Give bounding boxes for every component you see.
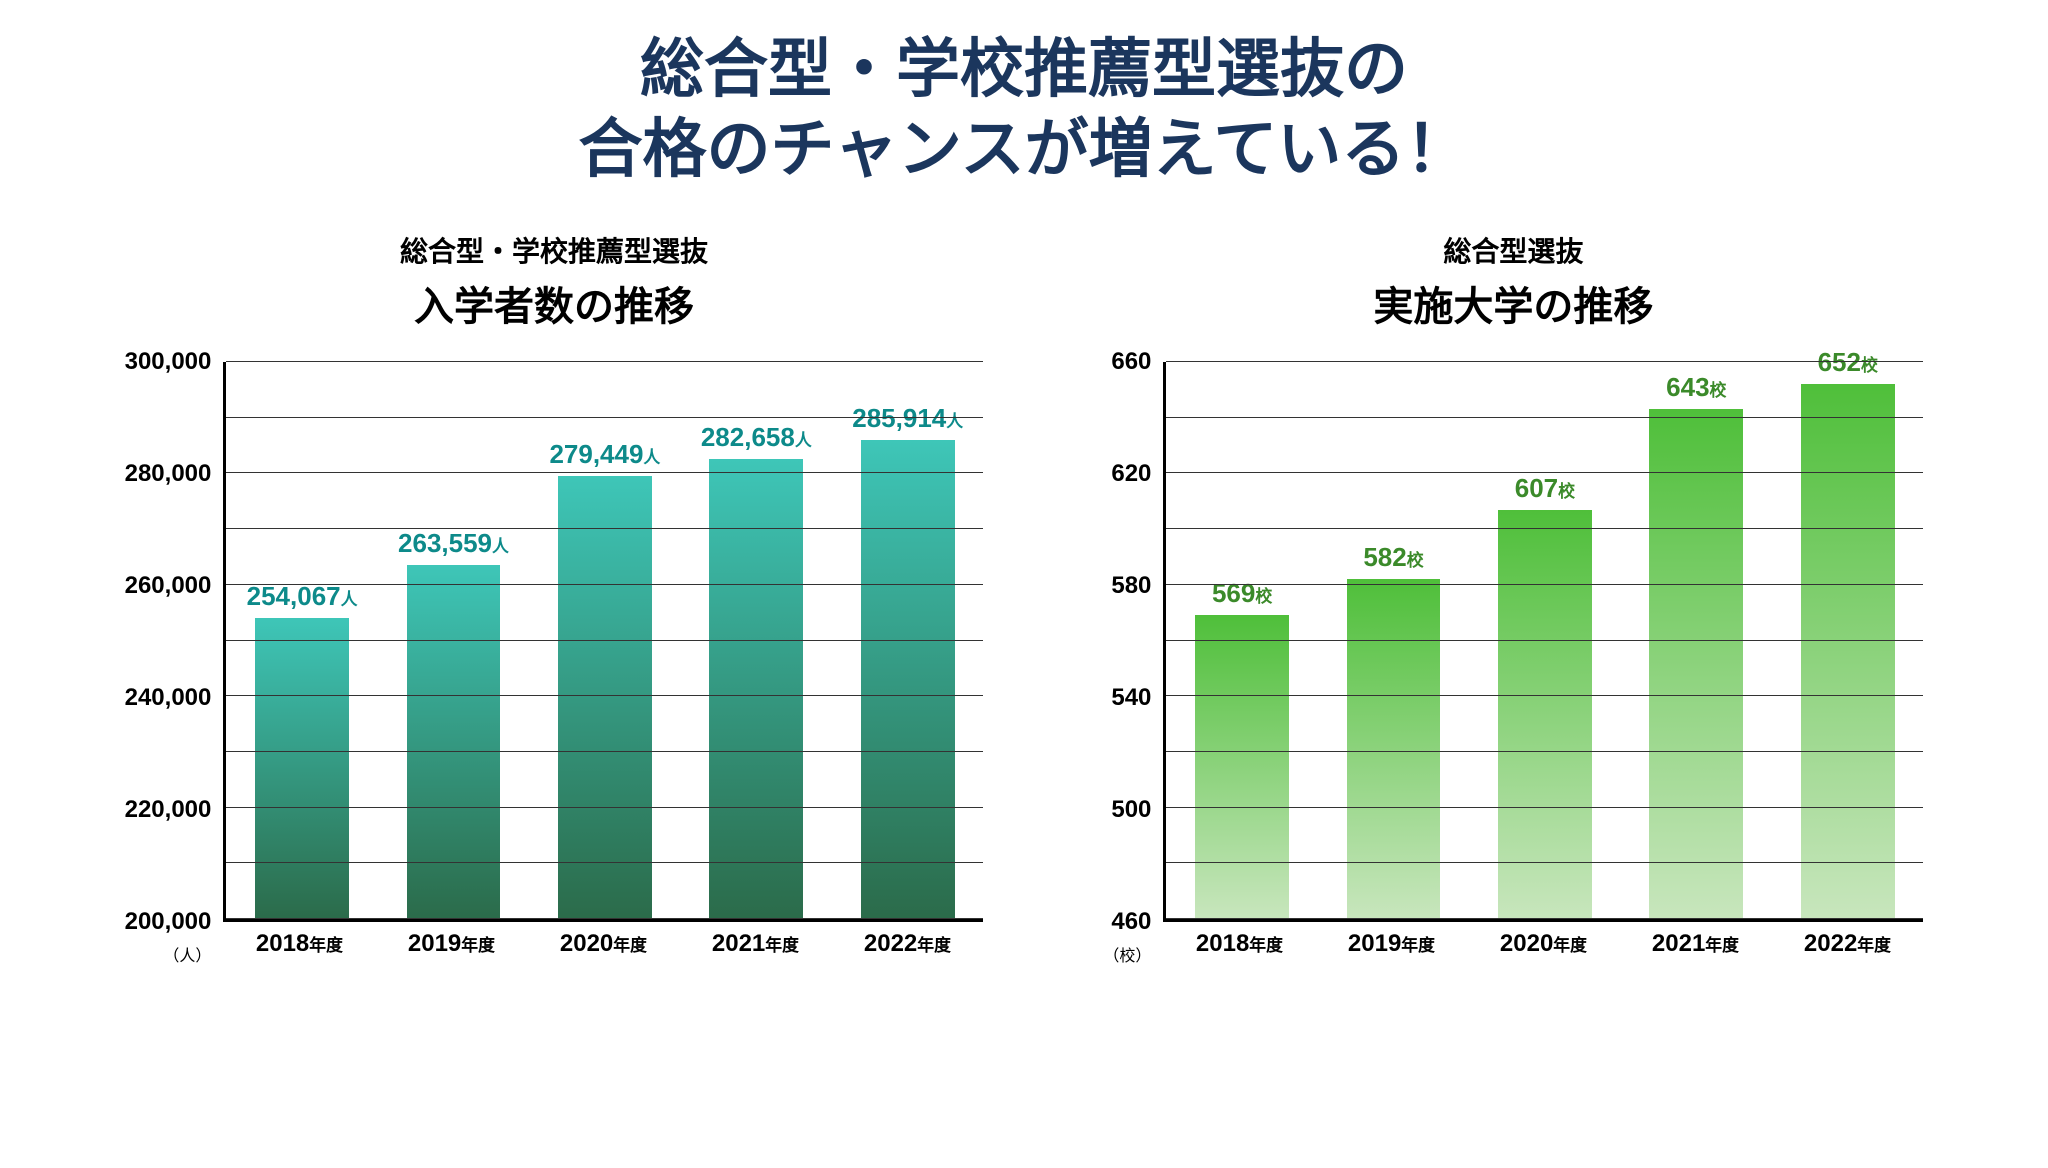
bar-value-label: 263,559人 xyxy=(398,528,509,559)
xtick-label: 2018年度 xyxy=(223,922,375,958)
gridline-minor xyxy=(226,417,983,418)
gridline-minor xyxy=(1166,640,1923,641)
chart-right: 総合型選抜 実施大学の推移 660 620 580 540 500 460 （校） 569… xyxy=(1103,230,1923,966)
ytick-label: 660 xyxy=(1103,348,1151,376)
ytick-label: 220,000 xyxy=(125,796,212,824)
chart-left-yunit: （人） xyxy=(125,942,224,966)
ytick-label: 500 xyxy=(1103,796,1151,824)
bar-value-label: 643校 xyxy=(1666,372,1726,403)
bar-value-label: 282,658人 xyxy=(701,422,812,453)
gridline xyxy=(226,695,983,696)
chart-right-yaxis: 660 620 580 540 500 460 xyxy=(1103,348,1163,937)
bar: 285,914人 xyxy=(861,440,955,919)
bar-value-label: 279,449人 xyxy=(549,439,660,470)
bar-value-label: 652校 xyxy=(1818,347,1878,378)
xtick-label: 2018年度 xyxy=(1163,922,1315,958)
chart-right-area: 660620580540500460 （校） 569校582校607校643校6… xyxy=(1103,362,1923,966)
gridline xyxy=(1166,695,1923,696)
title-line-1: 総合型・学校推薦型選抜の xyxy=(0,30,2048,110)
gridline xyxy=(1166,472,1923,473)
chart-right-yunit: （校） xyxy=(1103,942,1163,966)
bar: 279,449人 xyxy=(558,476,652,919)
gridline xyxy=(1166,918,1923,919)
title-line-2: 合格のチャンスが増えている！ xyxy=(0,110,2048,190)
ytick-label: 620 xyxy=(1103,460,1151,488)
bar: 643校 xyxy=(1649,409,1743,919)
ytick-label: 280,000 xyxy=(125,460,212,488)
bar-slot: 569校 xyxy=(1166,362,1317,919)
chart-left-subtitle: 総合型・学校推薦型選抜 xyxy=(400,230,708,270)
xtick-label: 2021年度 xyxy=(1619,922,1771,958)
bar-slot: 582校 xyxy=(1318,362,1469,919)
gridline-minor xyxy=(226,640,983,641)
gridline-minor xyxy=(1166,751,1923,752)
gridline-minor xyxy=(226,862,983,863)
gridline xyxy=(226,472,983,473)
chart-left-heading: 総合型・学校推薦型選抜 入学者数の推移 xyxy=(400,230,708,332)
xtick-label: 2019年度 xyxy=(1315,922,1467,958)
chart-right-maintitle: 実施大学の推移 xyxy=(1373,274,1653,332)
bar-value-label: 254,067人 xyxy=(247,581,358,612)
chart-right-bars: 569校 582校 607校 643校 652校 xyxy=(1166,362,1923,919)
ytick-label: 540 xyxy=(1103,684,1151,712)
gridline xyxy=(1166,807,1923,808)
xtick-label: 2020年度 xyxy=(1467,922,1619,958)
xtick-label: 2019年度 xyxy=(375,922,527,958)
chart-left-plot: 254,067人 263,559人 279,449人 282,658人 285,914人 xyxy=(223,362,983,922)
chart-left-bars: 254,067人 263,559人 279,449人 282,658人 285,914人 xyxy=(226,362,983,919)
chart-right-xaxis: 2018年度2019年度2020年度2021年度2022年度 xyxy=(1163,922,1923,958)
gridline xyxy=(226,361,983,362)
bar-value-label: 582校 xyxy=(1363,542,1423,573)
bar: 607校 xyxy=(1498,510,1592,919)
bar-slot: 254,067人 xyxy=(226,362,377,919)
chart-right-subtitle: 総合型選抜 xyxy=(1373,230,1653,270)
chart-left: 総合型・学校推薦型選抜 入学者数の推移 300,000 280,000 260,00… xyxy=(125,230,984,966)
ytick-label: 300,000 xyxy=(125,348,212,376)
gridline-minor xyxy=(226,751,983,752)
gridline xyxy=(226,918,983,919)
gridline xyxy=(226,584,983,585)
gridline-minor xyxy=(1166,528,1923,529)
ytick-label: 240,000 xyxy=(125,684,212,712)
bar: 263,559人 xyxy=(407,565,501,919)
ytick-label: 200,000 xyxy=(125,908,212,936)
gridline-minor xyxy=(226,528,983,529)
gridline xyxy=(1166,584,1923,585)
xtick-label: 2022年度 xyxy=(831,922,983,958)
bar-slot: 263,559人 xyxy=(378,362,529,919)
gridline xyxy=(1166,361,1923,362)
bar: 652校 xyxy=(1801,384,1895,919)
gridline-minor xyxy=(1166,417,1923,418)
xtick-label: 2021年度 xyxy=(679,922,831,958)
bar: 582校 xyxy=(1347,579,1441,919)
xtick-label: 2022年度 xyxy=(1771,922,1923,958)
gridline xyxy=(226,807,983,808)
xtick-label: 2020年度 xyxy=(527,922,679,958)
chart-left-xaxis: 2018年度2019年度2020年度2021年度2022年度 xyxy=(223,922,983,958)
ytick-label: 260,000 xyxy=(125,572,212,600)
ytick-label: 460 xyxy=(1103,908,1151,936)
bar: 569校 xyxy=(1195,615,1289,919)
charts-row: 総合型・学校推薦型選抜 入学者数の推移 300,000 280,000 260,00… xyxy=(0,230,2048,966)
gridline-minor xyxy=(1166,862,1923,863)
bar-slot: 607校 xyxy=(1469,362,1620,919)
chart-left-area: 300,000280,000260,000240,000220,000200,0… xyxy=(125,362,984,966)
bar: 254,067人 xyxy=(255,618,349,919)
bar-value-label: 285,914人 xyxy=(852,403,963,434)
bar-slot: 282,658人 xyxy=(681,362,832,919)
main-title: 総合型・学校推薦型選抜の 合格のチャンスが増えている！ xyxy=(0,0,2048,190)
bar-slot: 643校 xyxy=(1621,362,1772,919)
chart-right-heading: 総合型選抜 実施大学の推移 xyxy=(1373,230,1653,332)
bar-slot: 652校 xyxy=(1772,362,1923,919)
chart-left-maintitle: 入学者数の推移 xyxy=(400,274,708,332)
ytick-label: 580 xyxy=(1103,572,1151,600)
bar-value-label: 607校 xyxy=(1515,473,1575,504)
bar-slot: 285,914人 xyxy=(832,362,983,919)
bar-slot: 279,449人 xyxy=(529,362,680,919)
chart-left-yaxis: 300,000 280,000 260,000 240,000 220,000 200,0… xyxy=(125,348,224,937)
chart-right-plot: 569校 582校 607校 643校 652校 xyxy=(1163,362,1923,922)
